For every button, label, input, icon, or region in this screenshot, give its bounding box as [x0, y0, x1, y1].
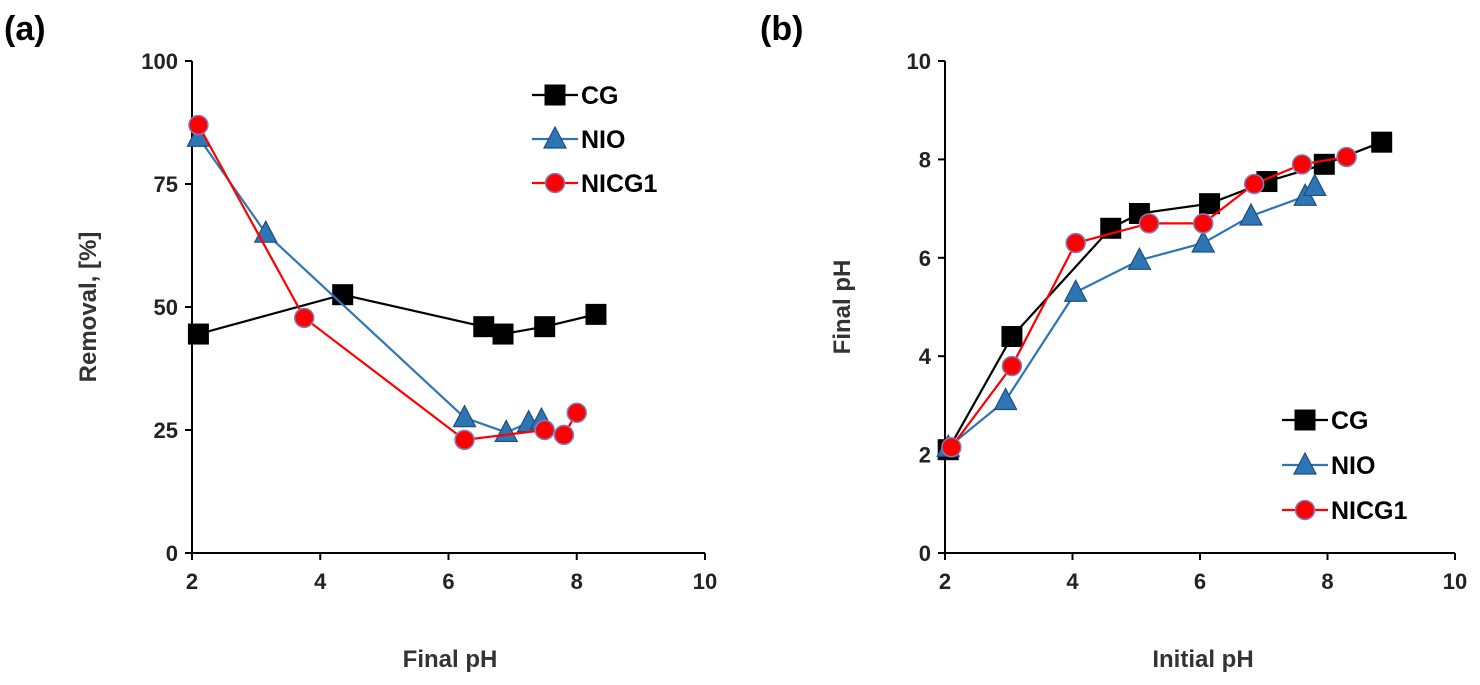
- series-line-nio-a: [197, 136, 542, 434]
- x-tick-label-b: 4: [1066, 569, 1079, 594]
- point-nicg1-a: [534, 419, 555, 441]
- point-nio-b: [1302, 173, 1327, 197]
- legend-marker-nicg1-b: [1294, 499, 1316, 521]
- legend-label-cg-b: CG: [1331, 407, 1369, 435]
- plot-area-a: 0 25 50 75 100 2 4 6 8 10: [141, 49, 717, 594]
- panel-label-a: (a): [4, 10, 46, 48]
- y-tick-label-b: 0: [919, 541, 931, 566]
- point-nicg1-a: [293, 307, 315, 329]
- y-axis-title-a: Removal, [%]: [75, 232, 102, 383]
- point-nicg1-a: [454, 429, 475, 451]
- point-nio-b: [1239, 202, 1263, 226]
- point-cg-b: [1001, 326, 1023, 348]
- y-tick-label-a: 100: [141, 49, 178, 74]
- legend-label-cg-a: CG: [581, 82, 619, 110]
- panel-label-b: (b): [760, 10, 803, 48]
- point-nio-b: [993, 387, 1018, 411]
- legend-b: CG NIO NICG1: [1282, 407, 1408, 525]
- legend-a: CG NIO NICG1: [532, 82, 658, 198]
- point-nio-b: [1127, 246, 1152, 270]
- legend-marker-nicg1-a: [544, 172, 566, 194]
- legend-label-nio-a: NIO: [581, 126, 625, 154]
- y-tick-label-a: 50: [154, 295, 178, 320]
- y-axis-title-b: Final pH: [829, 260, 856, 355]
- point-nio-a: [452, 404, 477, 428]
- legend-marker-nio-a: [543, 125, 567, 149]
- chart-a: (a) 0 25 50 75 100 2 4 6 8 10 Removal, [%] Final …: [4, 10, 717, 673]
- legend-marker-cg-a: [544, 84, 566, 106]
- legend-marker-cg-b: [1294, 409, 1316, 431]
- y-tick-label-a: 75: [154, 172, 178, 197]
- legend-label-nio-b: NIO: [1331, 452, 1375, 480]
- point-cg-a: [473, 316, 495, 338]
- point-nio-b: [1191, 229, 1216, 253]
- legend-marker-nio-b: [1293, 451, 1317, 475]
- point-nicg1-a: [553, 424, 575, 446]
- point-nio-b: [1063, 278, 1088, 302]
- x-tick-label-b: 8: [1321, 569, 1333, 594]
- y-tick-label-a: 0: [166, 541, 178, 566]
- point-nicg1-a: [188, 114, 209, 136]
- x-tick-label-a: 2: [186, 569, 198, 594]
- y-tick-label-b: 4: [919, 344, 932, 369]
- y-tick-label-a: 25: [154, 418, 178, 443]
- x-tick-label-b: 10: [1443, 569, 1467, 594]
- point-nicg1-b: [1001, 355, 1023, 377]
- point-nicg1-b: [1065, 232, 1086, 254]
- point-nicg1-b: [1243, 173, 1265, 195]
- y-tick-label-b: 10: [907, 49, 931, 74]
- y-tick-label-b: 8: [919, 147, 931, 172]
- point-nio-a: [494, 419, 519, 443]
- point-nicg1-b: [1291, 154, 1313, 175]
- point-cg-a: [585, 303, 607, 325]
- x-tick-label-b: 6: [1194, 569, 1206, 594]
- point-cg-b: [1313, 153, 1335, 175]
- x-tick-label-a: 4: [314, 569, 327, 594]
- point-nicg1-b: [1336, 146, 1357, 168]
- legend-label-nicg1-a: NICG1: [581, 170, 658, 198]
- x-tick-label-a: 10: [693, 569, 717, 594]
- x-axis-title-a: Final pH: [403, 646, 498, 673]
- point-cg-a: [332, 284, 354, 306]
- x-tick-label-a: 8: [571, 569, 583, 594]
- legend-label-nicg1-b: NICG1: [1331, 497, 1408, 525]
- point-cg-a: [534, 316, 556, 338]
- x-tick-label-b: 2: [939, 569, 951, 594]
- point-cg-a: [492, 323, 514, 345]
- y-tick-label-b: 2: [919, 443, 931, 468]
- point-cg-b: [1199, 193, 1221, 215]
- x-tick-label-a: 6: [442, 569, 454, 594]
- x-axis-title-b: Initial pH: [1152, 646, 1253, 673]
- series-line-nicg1-a: [197, 124, 578, 441]
- y-tick-label-b: 6: [919, 246, 931, 271]
- point-nicg1-b: [1138, 213, 1160, 234]
- point-nicg1-b: [1192, 213, 1214, 234]
- point-cg-a: [187, 323, 209, 345]
- point-nicg1-b: [941, 436, 962, 458]
- series-line-nio-b: [947, 185, 1316, 449]
- point-cg-b: [1371, 131, 1393, 153]
- point-nicg1-a: [566, 402, 587, 424]
